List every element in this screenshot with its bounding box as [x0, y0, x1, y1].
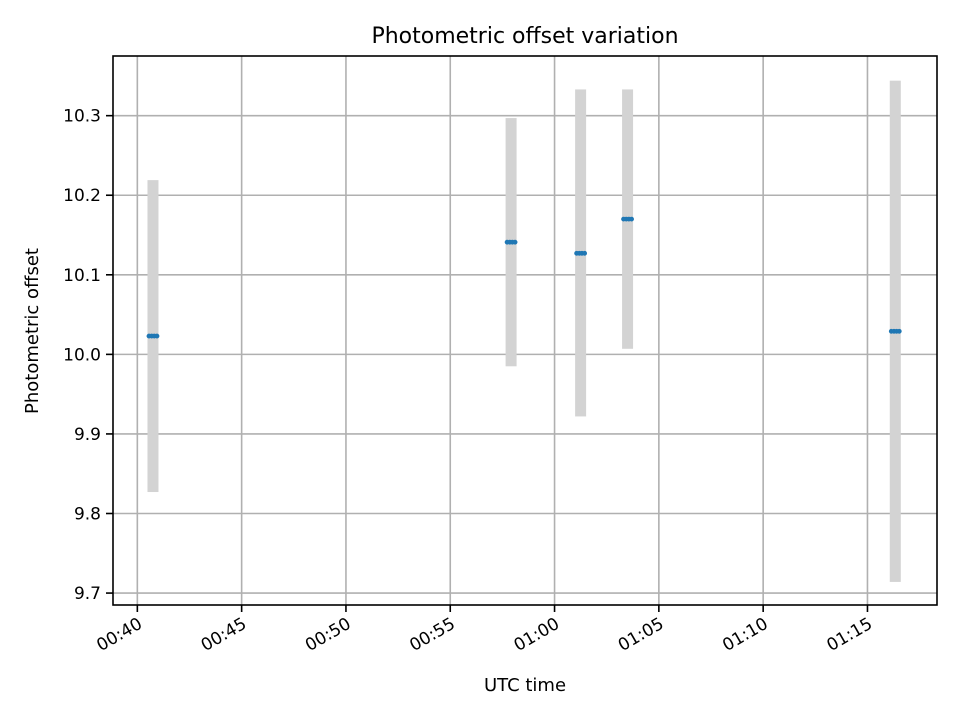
y-axis-label: Photometric offset: [22, 248, 43, 414]
x-tick-label: 00:55: [406, 614, 458, 656]
y-tick-label: 9.9: [74, 425, 101, 445]
data-point: [896, 328, 902, 334]
axis-ticks: 00:40 00:45 00:50 00:55 01:00 01:05 01:10 01:15…: [63, 107, 876, 656]
data-point: [154, 333, 160, 339]
chart-title: Photometric offset variation: [371, 24, 678, 49]
data-point: [512, 239, 518, 245]
grid: [113, 56, 937, 605]
y-tick-label: 10.2: [63, 186, 101, 206]
y-tick-label: 9.8: [74, 505, 101, 525]
y-tick-label: 10.0: [63, 345, 101, 365]
plot-frame: [112, 55, 938, 606]
x-axis-label: UTC time: [484, 675, 566, 696]
x-tick-label: 01:10: [719, 614, 771, 656]
x-tick-label: 01:15: [824, 614, 876, 656]
y-tick-label: 10.3: [63, 107, 101, 127]
data-point: [629, 216, 634, 222]
data-point: [582, 250, 588, 256]
x-tick-label: 00:45: [198, 614, 250, 656]
x-tick-label: 00:50: [302, 614, 354, 656]
error-bars: [147, 80, 901, 582]
x-tick-label: 00:40: [93, 614, 145, 656]
data-points: [146, 216, 902, 339]
y-tick-label: 9.7: [74, 584, 101, 604]
x-tick-label: 01:00: [511, 614, 563, 656]
y-tick-label: 10.1: [63, 266, 101, 286]
x-tick-label: 01:05: [615, 614, 667, 656]
